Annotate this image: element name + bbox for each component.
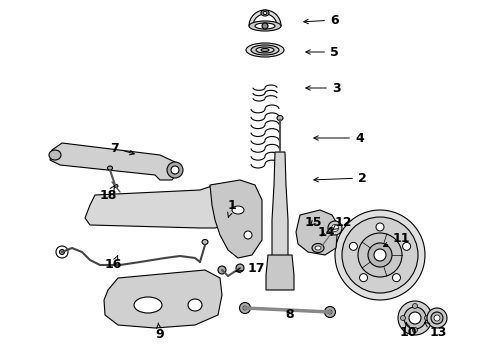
Text: 8: 8 — [285, 309, 294, 321]
Circle shape — [358, 233, 402, 277]
Ellipse shape — [114, 185, 118, 188]
Text: 10: 10 — [400, 323, 417, 338]
Text: 6: 6 — [304, 14, 339, 27]
Text: 7: 7 — [110, 141, 134, 155]
Text: 12: 12 — [332, 216, 352, 230]
Circle shape — [324, 306, 336, 318]
Text: 9: 9 — [155, 323, 164, 342]
Ellipse shape — [277, 116, 283, 121]
Circle shape — [243, 306, 247, 310]
Ellipse shape — [251, 45, 279, 55]
Polygon shape — [266, 255, 294, 290]
Ellipse shape — [232, 206, 244, 214]
Ellipse shape — [261, 10, 269, 16]
Text: 15: 15 — [305, 216, 322, 229]
Circle shape — [335, 210, 425, 300]
Text: 13: 13 — [425, 323, 447, 338]
Ellipse shape — [188, 299, 202, 311]
Text: 3: 3 — [306, 81, 341, 95]
Circle shape — [218, 266, 226, 274]
Ellipse shape — [312, 243, 324, 252]
Text: 17: 17 — [236, 261, 266, 275]
Circle shape — [424, 315, 430, 320]
Circle shape — [403, 242, 411, 250]
Text: 14: 14 — [318, 225, 336, 239]
Text: 2: 2 — [314, 171, 367, 185]
Circle shape — [342, 217, 418, 293]
Ellipse shape — [261, 49, 269, 51]
Circle shape — [240, 302, 250, 314]
Text: 1: 1 — [228, 198, 237, 217]
Polygon shape — [50, 143, 178, 180]
Ellipse shape — [315, 246, 321, 250]
Polygon shape — [296, 210, 338, 255]
Circle shape — [434, 315, 440, 321]
Text: 4: 4 — [314, 131, 364, 144]
Circle shape — [427, 308, 447, 328]
Circle shape — [360, 274, 368, 282]
Wedge shape — [249, 10, 281, 26]
Circle shape — [262, 23, 268, 29]
Circle shape — [56, 246, 68, 258]
Circle shape — [171, 166, 179, 174]
Circle shape — [392, 274, 400, 282]
Circle shape — [376, 223, 384, 231]
Polygon shape — [272, 152, 288, 270]
Circle shape — [409, 312, 421, 324]
Ellipse shape — [256, 47, 274, 53]
Circle shape — [413, 328, 417, 333]
Circle shape — [400, 315, 406, 320]
Ellipse shape — [246, 43, 284, 57]
Circle shape — [413, 303, 417, 309]
Circle shape — [167, 162, 183, 178]
Circle shape — [59, 249, 65, 255]
Text: 5: 5 — [306, 45, 339, 59]
Circle shape — [349, 242, 357, 250]
Circle shape — [328, 310, 332, 314]
Ellipse shape — [49, 150, 61, 160]
Ellipse shape — [263, 12, 267, 14]
Circle shape — [404, 307, 426, 329]
Circle shape — [236, 264, 244, 272]
Circle shape — [328, 221, 342, 235]
Ellipse shape — [249, 21, 281, 31]
Circle shape — [431, 312, 443, 324]
Text: 16: 16 — [105, 256, 122, 271]
Ellipse shape — [134, 297, 162, 313]
Text: 11: 11 — [384, 231, 411, 247]
Ellipse shape — [202, 239, 208, 244]
Ellipse shape — [255, 23, 275, 29]
Circle shape — [332, 225, 339, 231]
Polygon shape — [104, 270, 222, 328]
Polygon shape — [210, 180, 262, 258]
Circle shape — [398, 301, 432, 335]
Ellipse shape — [107, 166, 113, 170]
Circle shape — [374, 249, 386, 261]
Ellipse shape — [244, 231, 252, 239]
Circle shape — [368, 243, 392, 267]
Text: 18: 18 — [100, 185, 118, 202]
Polygon shape — [85, 185, 240, 228]
